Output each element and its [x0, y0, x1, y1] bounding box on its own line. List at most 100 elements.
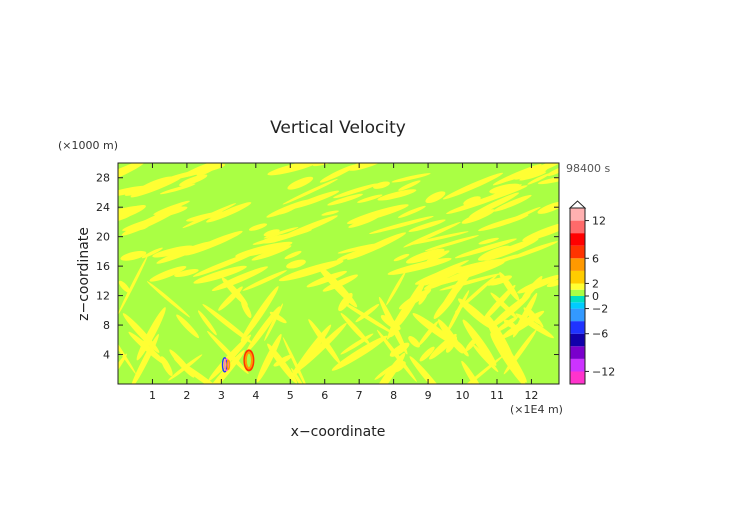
positive-band	[120, 250, 147, 261]
positive-band	[241, 300, 252, 319]
positive-band	[445, 336, 458, 353]
y-tick-label: 20	[96, 231, 110, 244]
positive-band	[376, 329, 417, 382]
positive-band	[408, 336, 420, 348]
colorbar-extend-arrow	[568, 200, 587, 209]
positive-band	[263, 229, 280, 237]
positive-band	[153, 206, 188, 218]
colorbar-segment	[570, 371, 585, 384]
positive-band	[341, 301, 394, 334]
positive-band	[338, 292, 353, 312]
positive-band	[547, 166, 559, 176]
positive-band	[391, 173, 431, 183]
positive-band	[521, 276, 543, 302]
positive-band	[426, 250, 450, 263]
positive-band	[461, 209, 495, 224]
positive-band	[478, 237, 499, 245]
positive-band	[159, 183, 196, 195]
colorbar-segment	[570, 283, 585, 290]
velocity-cell-2	[243, 349, 255, 372]
x-tick-label: 10	[456, 389, 470, 402]
positive-band	[409, 356, 450, 384]
positive-band	[446, 290, 470, 335]
positive-band	[297, 322, 347, 372]
plot-frame	[117, 162, 560, 385]
colorbar-segment	[570, 321, 585, 334]
x-tick-label: 2	[183, 389, 190, 402]
positive-band	[433, 291, 458, 319]
colorbar-tick-label: 2	[592, 277, 599, 290]
y-tick-label: 12	[96, 290, 110, 303]
x-tick-label: 8	[390, 389, 397, 402]
positive-band	[503, 319, 517, 329]
x-tick-label: 12	[524, 389, 538, 402]
positive-band	[263, 227, 299, 239]
positive-band	[276, 215, 338, 242]
positive-band	[246, 306, 280, 353]
colorbar-segment	[570, 358, 585, 372]
positive-band	[408, 219, 446, 232]
positive-band	[202, 304, 253, 344]
positive-band	[256, 333, 282, 383]
x-tick-label: 5	[287, 389, 294, 402]
positive-band	[264, 303, 284, 342]
positive-band	[424, 235, 479, 252]
positive-band	[118, 353, 127, 380]
positive-band	[425, 191, 446, 204]
positive-band	[331, 335, 388, 371]
positive-band	[489, 183, 521, 194]
x-tick-label: 11	[490, 389, 504, 402]
positive-band	[197, 310, 217, 336]
positive-band	[141, 247, 163, 259]
positive-band	[291, 368, 307, 384]
positive-band	[153, 200, 190, 215]
x-tick-label: 1	[149, 389, 156, 402]
positive-band	[439, 261, 505, 285]
positive-band	[347, 232, 407, 260]
positive-band	[490, 333, 510, 353]
colorbar-segment	[570, 308, 585, 322]
positive-band	[387, 257, 452, 275]
positive-band	[221, 277, 248, 306]
colorbar-segment	[570, 270, 585, 284]
positive-band	[537, 201, 559, 214]
positive-band	[306, 270, 347, 288]
positive-band	[490, 293, 531, 328]
positive-band	[346, 204, 409, 224]
y-unit-label: (×1000 m)	[58, 139, 118, 152]
y-tick-label: 8	[103, 319, 110, 332]
positive-band	[386, 271, 406, 306]
positive-band	[118, 204, 146, 221]
y-axis-label: z−coordinate	[76, 227, 92, 321]
positive-band	[176, 314, 200, 339]
positive-band	[449, 258, 507, 274]
time-label: 98400 s	[566, 162, 610, 175]
positive-band	[184, 230, 243, 256]
velocity-features	[221, 349, 255, 373]
positive-band	[522, 220, 559, 242]
positive-band	[507, 241, 558, 261]
positive-band	[118, 321, 136, 375]
positive-band	[242, 270, 287, 291]
positive-band	[133, 222, 150, 231]
positive-band	[527, 165, 548, 178]
positive-band	[465, 337, 478, 352]
colorbar-segment	[570, 258, 585, 271]
positive-band	[439, 273, 501, 291]
positive-band	[373, 181, 390, 189]
positive-band	[248, 223, 268, 231]
positive-band	[321, 210, 339, 216]
colorbar-segment	[570, 346, 585, 359]
positive-band	[251, 245, 292, 261]
colorbar-segment	[570, 245, 585, 259]
positive-band	[456, 340, 469, 357]
y-axis-ticks: 4 8 12 16 20 24 28	[96, 172, 559, 362]
positive-band	[357, 194, 383, 203]
positive-band	[496, 206, 541, 228]
y-tick-label: 28	[96, 172, 110, 185]
positive-band	[348, 215, 380, 228]
x-tick-label: 9	[425, 389, 432, 402]
positive-band	[340, 333, 374, 355]
positive-band	[377, 189, 417, 201]
positive-band	[196, 164, 218, 176]
